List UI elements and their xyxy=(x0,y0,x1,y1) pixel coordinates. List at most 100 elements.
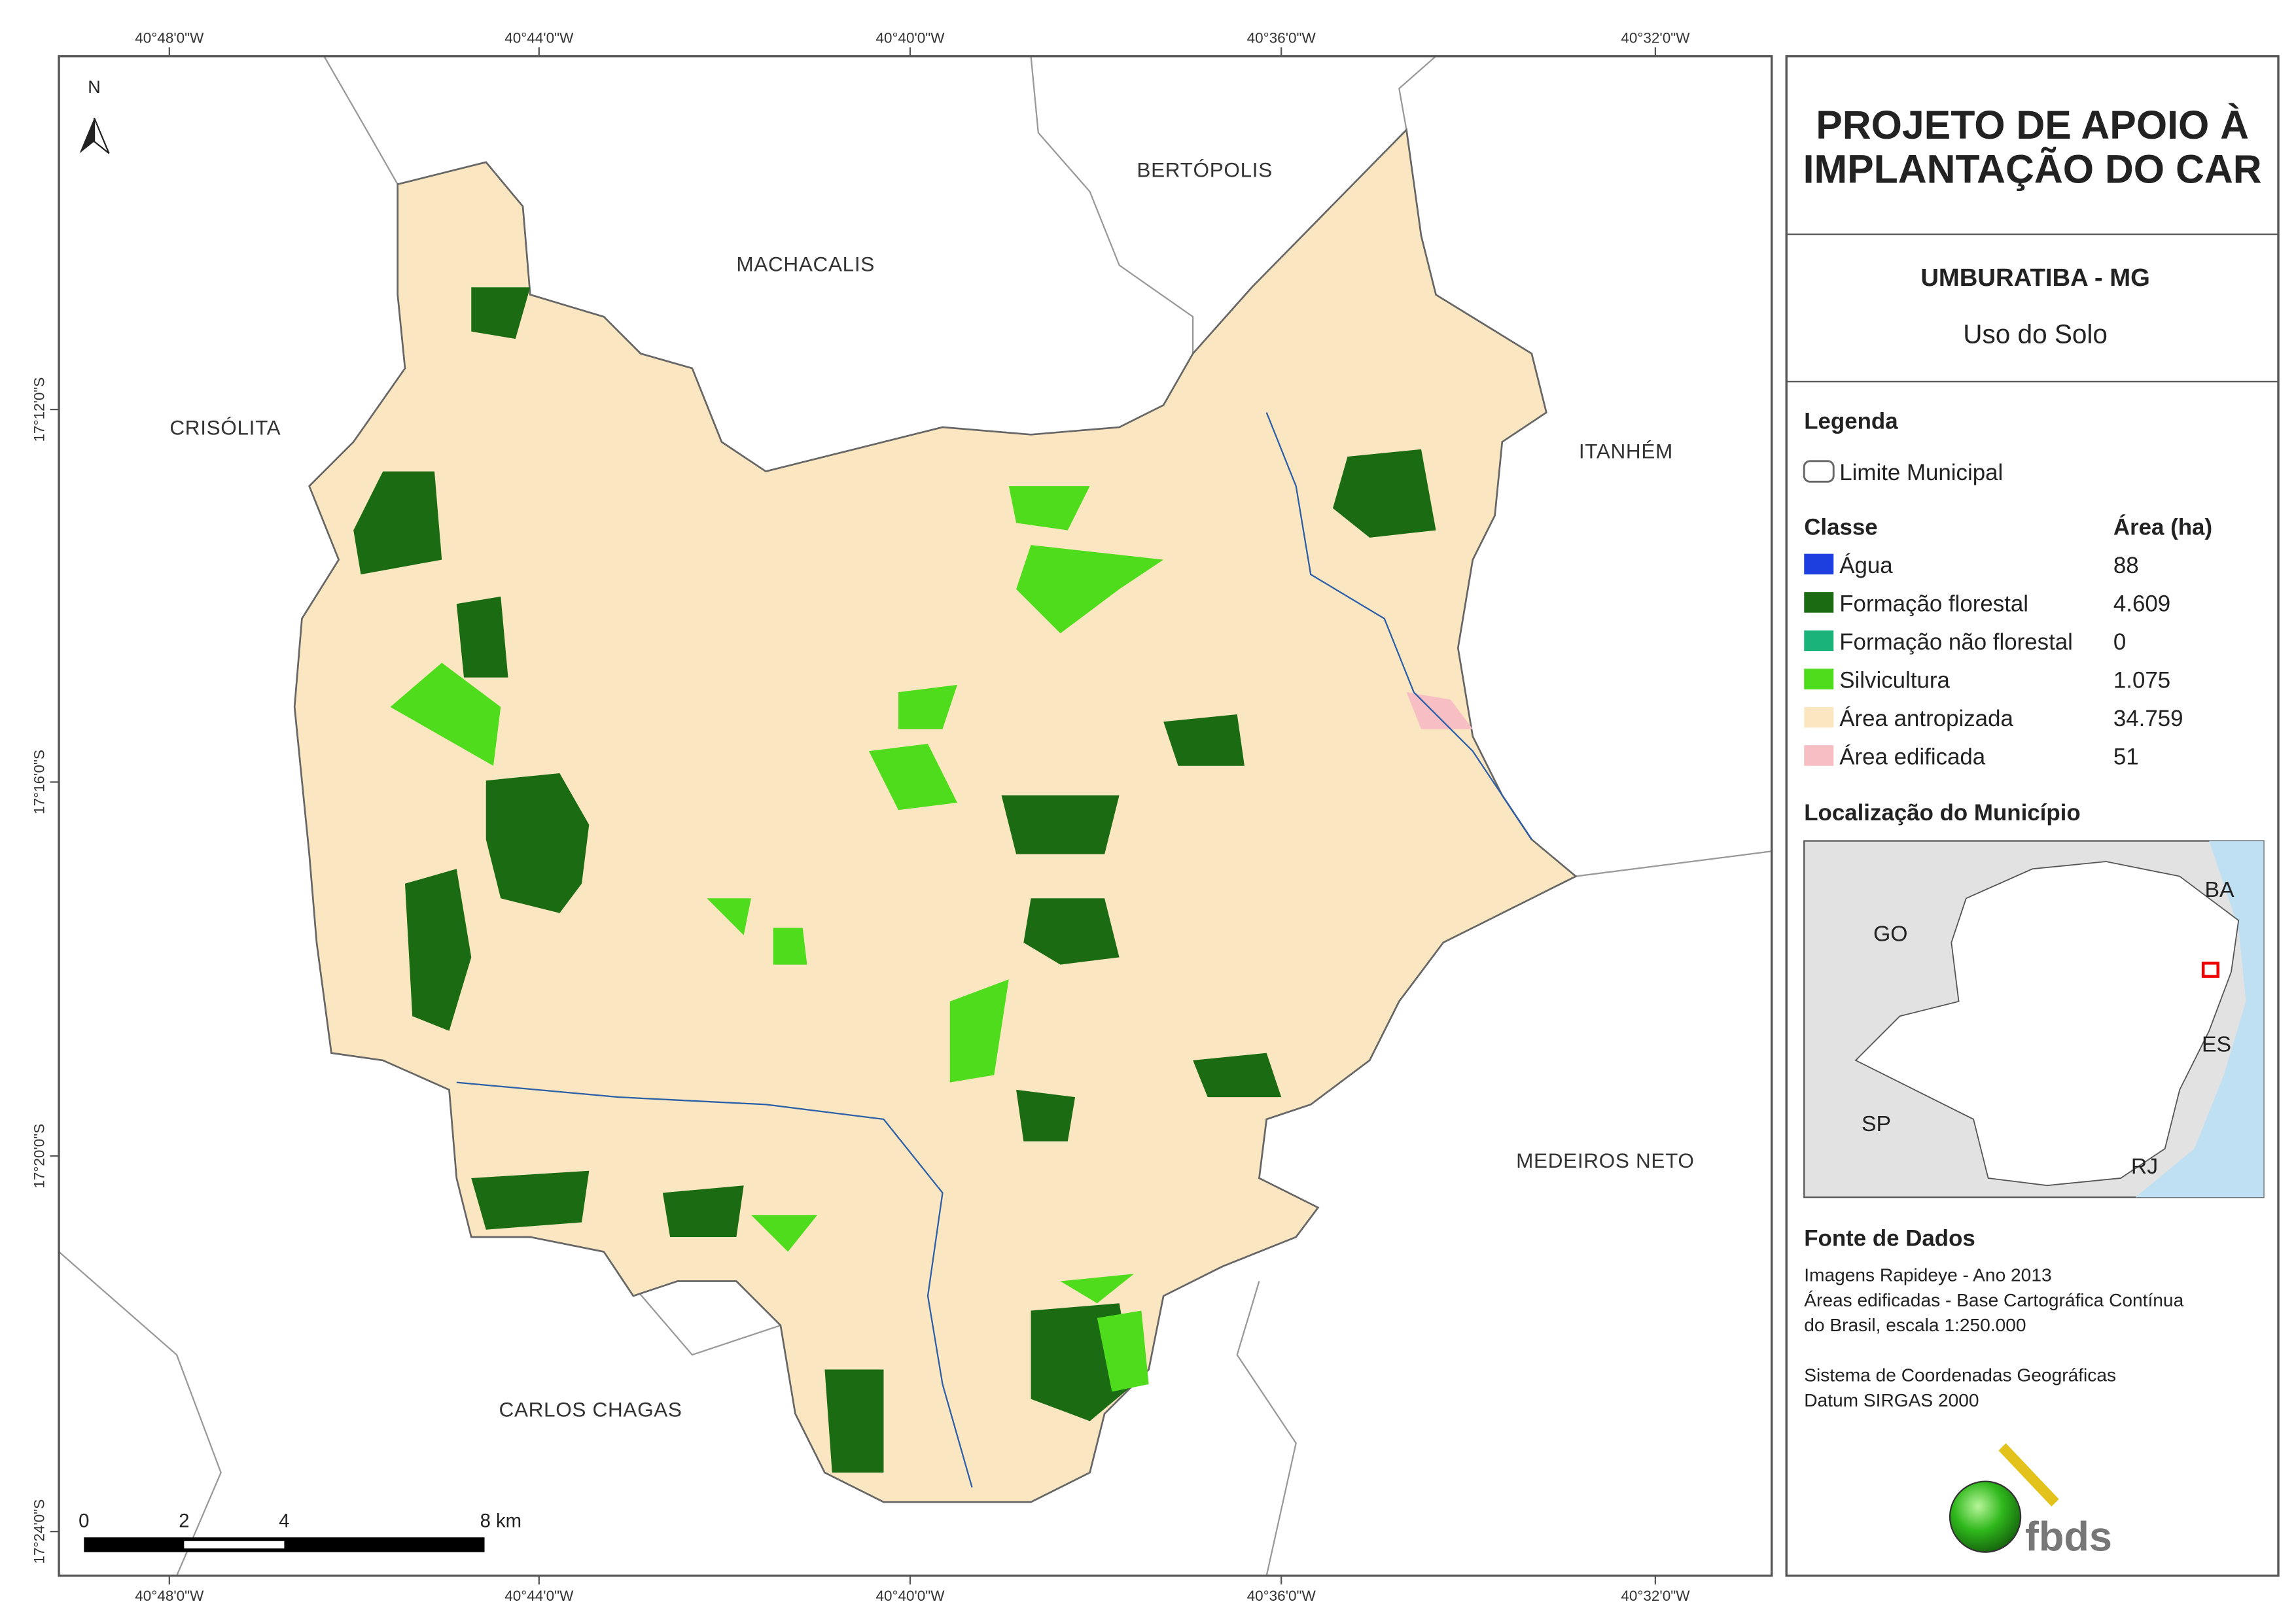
longitude-label: 40°36'0"W xyxy=(1247,30,1316,46)
location-inset: BA GO ES SP RJ xyxy=(1803,840,2265,1198)
legend-swatch xyxy=(1804,592,1834,613)
legend-swatch xyxy=(1804,745,1834,766)
legend-label: Área antropizada xyxy=(1839,706,2013,731)
side-panel: PROJETO DE APOIO À IMPLANTAÇÃO DO CAR UM… xyxy=(1785,55,2280,1577)
longitude-label: 40°36'0"W xyxy=(1247,1588,1316,1604)
legend-label: Área edificada xyxy=(1839,744,1986,769)
legend-area: 88 xyxy=(2113,553,2139,578)
panel-frame xyxy=(1785,55,2280,1577)
logo-ball xyxy=(1949,1480,2022,1553)
title-line: IMPLANTAÇÃO DO CAR xyxy=(1803,147,2262,191)
legend-label: Formação florestal xyxy=(1839,591,2028,616)
map-area: N xyxy=(58,55,1773,1577)
forest-patch xyxy=(471,287,531,339)
municipality-area xyxy=(293,128,1578,1503)
location-title: Localização do Município xyxy=(1804,800,2080,826)
map-frame xyxy=(58,55,1773,1577)
forest-patch xyxy=(456,596,508,678)
silviculture-patch xyxy=(1008,486,1090,531)
legend-label: Água xyxy=(1839,553,1893,578)
longitude-label: 40°48'0"W xyxy=(135,1588,204,1604)
silviculture-patch xyxy=(949,979,1009,1083)
forest-patch xyxy=(1016,1089,1076,1142)
boundary-swatch xyxy=(1803,460,1835,483)
legend-swatch xyxy=(1804,707,1834,728)
scale-label: 4 xyxy=(279,1510,289,1531)
silviculture-patch xyxy=(390,663,501,766)
forest-patch xyxy=(404,869,472,1031)
legend-label: Silvicultura xyxy=(1839,667,1950,693)
logo-bar xyxy=(1998,1443,2059,1507)
rivers xyxy=(456,412,1532,1488)
forest-patch xyxy=(353,471,442,575)
map-subtitle: Uso do Solo xyxy=(1963,319,2108,349)
silviculture-patch xyxy=(751,1215,818,1252)
longitude-label: 40°40'0"W xyxy=(875,30,945,46)
place-label: MEDEIROS NETO xyxy=(1516,1149,1694,1172)
longitude-label: 40°44'0"W xyxy=(504,1588,574,1604)
river xyxy=(1265,412,1532,840)
municipality-name: UMBURATIBA - MG xyxy=(1920,264,2150,292)
legend-swatch xyxy=(1804,553,1834,575)
legend-title: Legenda xyxy=(1804,408,1898,434)
scale-label: 2 xyxy=(179,1510,189,1531)
forest-patches xyxy=(353,287,1436,1473)
boundary-label: Limite Municipal xyxy=(1839,460,2003,485)
latitude-label: 17°20'0"S xyxy=(31,1124,48,1189)
legend-area: 4.609 xyxy=(2113,591,2170,616)
title-line: PROJETO DE APOIO À xyxy=(1816,103,2249,147)
latitude-label: 17°16'0"S xyxy=(31,750,48,814)
forest-patch xyxy=(1163,714,1245,766)
boundary-line xyxy=(58,1251,222,1577)
place-label: CRISÓLITA xyxy=(169,415,281,439)
legend-swatch xyxy=(1804,669,1834,689)
boundary-line xyxy=(323,56,398,185)
silviculture-patch xyxy=(707,898,751,935)
class-header: Classe xyxy=(1804,514,1877,540)
forest-patch xyxy=(662,1185,744,1237)
place-labels: BERTÓPOLIS MACHACALIS CRISÓLITA ITANHÉM MEDE… xyxy=(169,158,1694,1421)
silviculture-patch xyxy=(898,684,958,729)
silviculture-patch xyxy=(1016,545,1164,634)
longitude-label: 40°40'0"W xyxy=(875,1588,945,1604)
legend-area: 0 xyxy=(2113,629,2126,655)
longitude-label: 40°44'0"W xyxy=(504,30,574,46)
state-label: BA xyxy=(2204,877,2234,902)
legend-swatch xyxy=(1804,630,1834,652)
forest-patch xyxy=(1193,1053,1282,1098)
forest-patch xyxy=(1023,898,1120,965)
longitude-label: 40°32'0"W xyxy=(1621,1588,1690,1604)
north-arrow: N xyxy=(79,77,110,154)
legend-area: 34.759 xyxy=(2113,706,2183,731)
state-label: RJ xyxy=(2131,1154,2158,1179)
logo-text: fbds xyxy=(2025,1514,2112,1560)
boundary-line xyxy=(1236,1281,1297,1576)
forest-patch xyxy=(1332,449,1436,538)
forest-patch xyxy=(471,1170,590,1230)
place-label: BERTÓPOLIS xyxy=(1137,158,1273,181)
state-label: ES xyxy=(2202,1032,2231,1056)
forest-patch xyxy=(1001,795,1120,854)
silviculture-patch xyxy=(1060,1274,1135,1304)
boundary-line xyxy=(1576,850,1772,877)
logo: fbds xyxy=(1949,1443,2112,1560)
state-mg xyxy=(1854,861,2240,1187)
scale-label: 0 xyxy=(79,1510,89,1531)
place-label: ITANHÉM xyxy=(1579,439,1673,462)
boundary-line xyxy=(1030,56,1194,354)
north-arrow-shape xyxy=(93,117,110,154)
boundary-line xyxy=(1398,55,1437,130)
place-label: CARLOS CHAGAS xyxy=(499,1398,682,1422)
legend-area: 1.075 xyxy=(2113,667,2170,693)
longitude-label: 40°48'0"W xyxy=(135,30,204,46)
legend-area: 51 xyxy=(2113,744,2139,769)
legend-label: Formação não florestal xyxy=(1839,629,2073,655)
latitude-label: 17°12'0"S xyxy=(31,377,48,442)
forest-patch xyxy=(486,773,590,913)
source-line: Sistema de Coordenadas Geográficas xyxy=(1804,1365,2116,1386)
state-label: GO xyxy=(1873,922,1908,947)
location-marker xyxy=(2201,962,2219,978)
state-label: SP xyxy=(1862,1111,1891,1136)
